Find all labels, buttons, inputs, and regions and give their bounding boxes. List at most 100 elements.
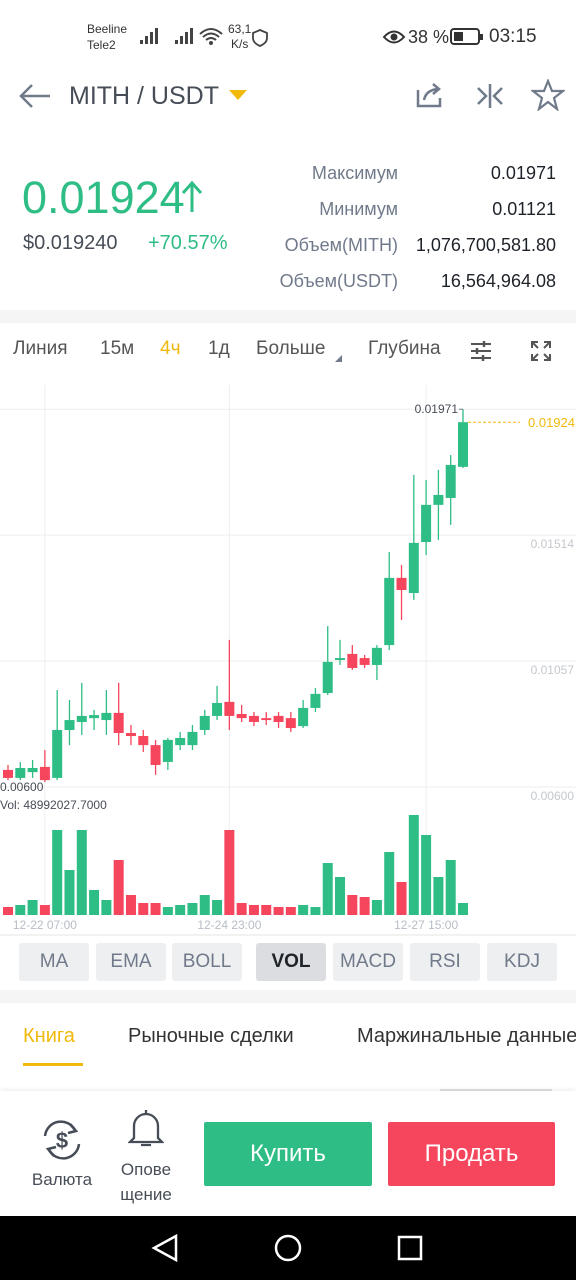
stat-label: Объем(USDT) (279, 271, 398, 291)
more-triangle (335, 355, 342, 362)
volume-bar (445, 860, 456, 915)
low-marker-label: 0.00600 (0, 780, 44, 794)
section-tab-active[interactable]: Книга (23, 1025, 75, 1047)
volume-bar (199, 895, 210, 915)
candle-body (162, 739, 173, 762)
candle-body (359, 658, 370, 665)
divider (0, 310, 576, 323)
favorite-button[interactable] (531, 79, 565, 111)
volume-label: Vol: 48992027.7000 (0, 798, 107, 812)
stat-value: 0.01121 (492, 199, 556, 219)
stat-value: 16,564,964.08 (440, 271, 556, 291)
indicator-button[interactable]: MA (19, 943, 89, 981)
candle-body (175, 737, 186, 746)
svg-text:$: $ (56, 1128, 68, 1153)
clock: 03:15 (489, 26, 537, 47)
interval-tab[interactable]: 15м (100, 338, 135, 359)
volume-bar (162, 907, 173, 915)
indicator-button[interactable]: RSI (410, 943, 480, 981)
sell-button[interactable]: Продать (388, 1122, 555, 1186)
volume-bar (285, 907, 296, 915)
volume-bar (359, 897, 370, 915)
candle-body (125, 733, 136, 737)
volume-bar (224, 830, 235, 915)
share-button[interactable] (414, 80, 444, 110)
volume-bar (347, 895, 358, 915)
candle-body (236, 713, 247, 719)
scroll-hint (440, 1089, 552, 1091)
indicator-button[interactable]: KDJ (487, 943, 557, 981)
volume-bar (433, 877, 444, 915)
volume-bar (15, 905, 26, 915)
volume-bar (101, 900, 112, 915)
speed: 63,1 K/s (228, 22, 251, 52)
last-price-bg (521, 413, 576, 432)
interval-tab[interactable]: Линия (13, 338, 68, 359)
pair-title[interactable]: MITH / USDT (69, 82, 219, 110)
candle-body (138, 736, 149, 746)
nav-home[interactable] (274, 1234, 302, 1262)
interval-tab-active[interactable]: 4ч (160, 338, 181, 359)
candle-body (199, 715, 210, 730)
candle-body (261, 718, 272, 721)
candle-body (408, 542, 419, 594)
battery-level: 38 % (408, 27, 450, 47)
y-tick-label: 0.00600 (531, 789, 575, 803)
pair-dropdown[interactable] (228, 88, 248, 102)
volume-bar (27, 900, 38, 915)
interval-tab[interactable]: Больше (256, 338, 326, 359)
volume-bar (52, 830, 63, 915)
alert-label[interactable]: Оповещение (120, 1160, 172, 1204)
candle-body (224, 701, 235, 716)
candle-body (52, 729, 63, 778)
indicator-button[interactable]: MACD (333, 943, 403, 981)
volume-bar (64, 870, 75, 915)
compare-button[interactable] (474, 82, 506, 110)
interval-tab[interactable]: 1д (208, 338, 230, 359)
section-tab[interactable]: Маржинальные данные (357, 1025, 576, 1047)
volume-bar (248, 905, 259, 915)
alert-icon[interactable] (128, 1106, 164, 1148)
settings-button[interactable] (469, 339, 493, 363)
volume-bar (421, 835, 432, 915)
indicator-button[interactable]: BOLL (172, 943, 242, 981)
candle-body (347, 653, 358, 668)
candle-body (335, 658, 346, 660)
stat-value: 1,076,700,581.80 (415, 235, 556, 255)
candle-body (3, 769, 13, 778)
candle-body (39, 766, 50, 781)
candle-body (322, 661, 333, 694)
volume-bar (396, 882, 407, 915)
volume-bar (298, 905, 309, 915)
volume-bar (236, 903, 247, 915)
section-tab[interactable]: Рыночные сделки (128, 1025, 294, 1047)
indicator-button[interactable]: EMA (96, 943, 166, 981)
candle-body (396, 577, 407, 590)
candle-body (384, 577, 395, 646)
status-icons (140, 28, 268, 47)
nav-back[interactable] (151, 1233, 178, 1263)
candle-body (433, 494, 444, 505)
carrier-2: Tele2 (87, 38, 116, 52)
volume-bar (384, 852, 395, 915)
volume-bar (175, 905, 186, 915)
speed-unit: K/s (231, 37, 249, 51)
interval-tab[interactable]: Глубина (368, 338, 441, 359)
section-tabs: Книга Рыночные сделки Маржинальные данны… (0, 1003, 576, 1073)
nav-recent[interactable] (397, 1235, 423, 1261)
back-button[interactable] (18, 82, 52, 110)
fullscreen-button[interactable] (530, 340, 552, 362)
currency-label[interactable]: Валюта (31, 1170, 93, 1189)
candle-body (113, 712, 124, 734)
volume-bar (76, 830, 87, 915)
candle-body (371, 647, 382, 665)
buy-button[interactable]: Купить (204, 1122, 372, 1186)
indicator-button-active[interactable]: VOL (256, 943, 326, 981)
candle-body (15, 767, 26, 778)
currency-icon[interactable]: $ (37, 1118, 87, 1162)
candle-body (273, 715, 284, 722)
stat-value: 0.01971 (490, 163, 556, 183)
candle-body (310, 693, 321, 708)
candle-body (421, 504, 432, 543)
